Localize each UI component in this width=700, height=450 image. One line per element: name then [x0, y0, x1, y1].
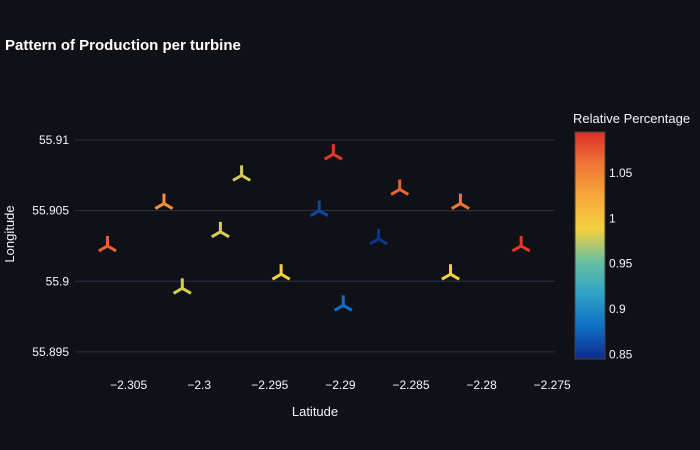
colorbar-tick-label: 1: [609, 211, 616, 225]
x-tick-label: −2.285: [392, 378, 429, 392]
turbine-marker: [390, 179, 410, 196]
x-tick-label: −2.29: [325, 378, 356, 392]
x-tick-labels: −2.305 −2.3 −2.295 −2.29 −2.285 −2.28 −2.275: [110, 378, 571, 392]
turbine-marker: [333, 295, 353, 312]
colorbar-tick-label: 0.9: [609, 302, 626, 316]
turbine-marker: [369, 228, 388, 246]
turbine-marker: [211, 221, 230, 239]
y-tick-label: 55.905: [32, 204, 69, 218]
data-markers: [98, 144, 531, 312]
turbine-marker: [154, 193, 174, 210]
turbine-marker: [511, 235, 531, 253]
colorbar-tick-labels: 0.85 0.9 0.95 1 1.05: [609, 166, 633, 362]
turbine-marker: [441, 264, 460, 281]
y-tick-label: 55.91: [39, 133, 69, 147]
colorbar-tick-label: 1.05: [609, 166, 633, 180]
x-tick-label: −2.28: [466, 378, 497, 392]
turbine-marker: [172, 278, 192, 295]
colorbar-tick-label: 0.95: [609, 257, 633, 271]
colorbar-gradient: [574, 131, 606, 360]
y-axis-title: Longitude: [2, 205, 17, 262]
x-tick-label: −2.275: [534, 378, 571, 392]
y-tick-label: 55.895: [32, 345, 69, 359]
x-tick-label: −2.3: [187, 378, 211, 392]
y-tick-labels: 55.895 55.9 55.905 55.91: [32, 133, 69, 359]
turbine-marker: [323, 144, 343, 161]
x-tick-label: −2.295: [251, 378, 288, 392]
colorbar-title: Relative Percentage: [573, 111, 690, 126]
x-axis-title: Latitude: [292, 404, 338, 419]
colorbar-tick-label: 0.85: [609, 347, 633, 361]
x-tick-label: −2.305: [110, 378, 147, 392]
turbine-marker: [271, 264, 291, 281]
chart-title: Pattern of Production per turbine: [5, 37, 241, 54]
turbine-marker: [232, 165, 251, 182]
turbine-marker: [98, 235, 117, 253]
y-gridlines: [75, 139, 555, 353]
y-tick-label: 55.9: [46, 274, 70, 288]
colorbar: Relative Percentage 0.85 0.9 0.95 1 1.05: [573, 111, 690, 361]
turbine-marker: [451, 193, 470, 210]
turbine-marker: [309, 200, 329, 217]
